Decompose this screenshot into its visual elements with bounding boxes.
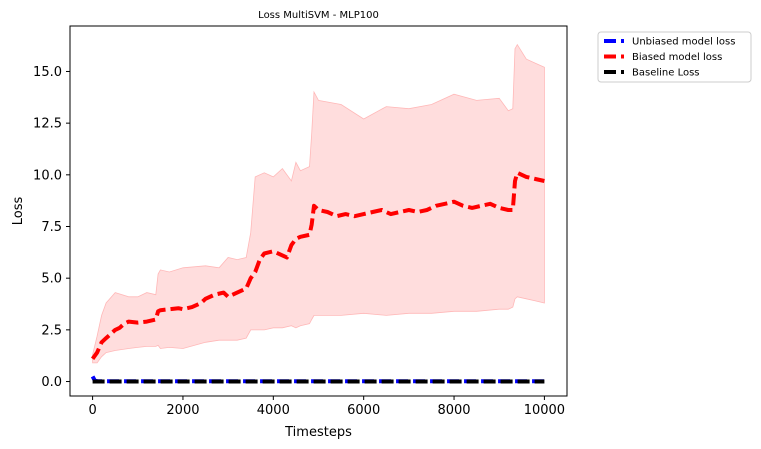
x-tick-label: 2000 — [166, 403, 199, 418]
legend-box — [597, 31, 752, 83]
biased-loss-std-band — [92, 43, 545, 364]
x-tick-label: 0 — [88, 403, 96, 418]
x-axis-ticks: 0 2000 4000 6000 8000 10000 — [88, 396, 565, 418]
chart-title: Loss MultiSVM - MLP100 — [258, 10, 379, 21]
legend-label: Baseline Loss — [632, 68, 700, 79]
legend-label: Biased model loss — [632, 52, 722, 63]
y-tick-label: 7.5 — [41, 220, 62, 235]
confidence-band-layer — [92, 43, 545, 364]
y-tick-label: 12.5 — [33, 117, 62, 132]
legend-label: Unbiased model loss — [632, 37, 735, 48]
y-tick-label: 2.5 — [41, 323, 62, 338]
y-axis-label: Loss — [11, 197, 26, 226]
x-tick-label: 8000 — [437, 403, 470, 418]
x-tick-label: 10000 — [524, 403, 565, 418]
legend: Unbiased model loss Biased model loss Base… — [597, 31, 752, 83]
biased-loss-line — [90, 170, 545, 360]
y-tick-label: 0.0 — [41, 375, 62, 390]
series-layer — [90, 170, 545, 384]
y-axis-ticks: 0.0 2.5 5.0 7.5 10.0 12.5 15.0 — [33, 65, 70, 390]
y-tick-label: 10.0 — [33, 168, 62, 183]
y-tick-label: 5.0 — [41, 272, 62, 287]
x-tick-label: 6000 — [347, 403, 380, 418]
plot-frame — [69, 25, 568, 397]
x-axis-label: Timesteps — [284, 425, 352, 440]
y-tick-label: 15.0 — [33, 65, 62, 80]
x-tick-label: 4000 — [257, 403, 290, 418]
